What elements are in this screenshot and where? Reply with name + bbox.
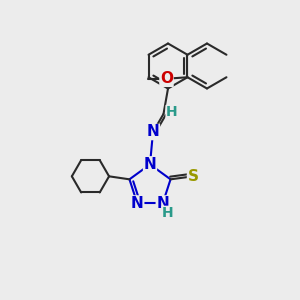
Text: N: N [131,196,144,211]
Text: S: S [188,169,199,184]
Text: H: H [162,206,174,220]
Text: H: H [166,106,178,119]
Text: O: O [160,71,173,86]
Text: N: N [147,124,159,140]
Text: N: N [156,196,169,211]
Text: N: N [144,157,156,172]
